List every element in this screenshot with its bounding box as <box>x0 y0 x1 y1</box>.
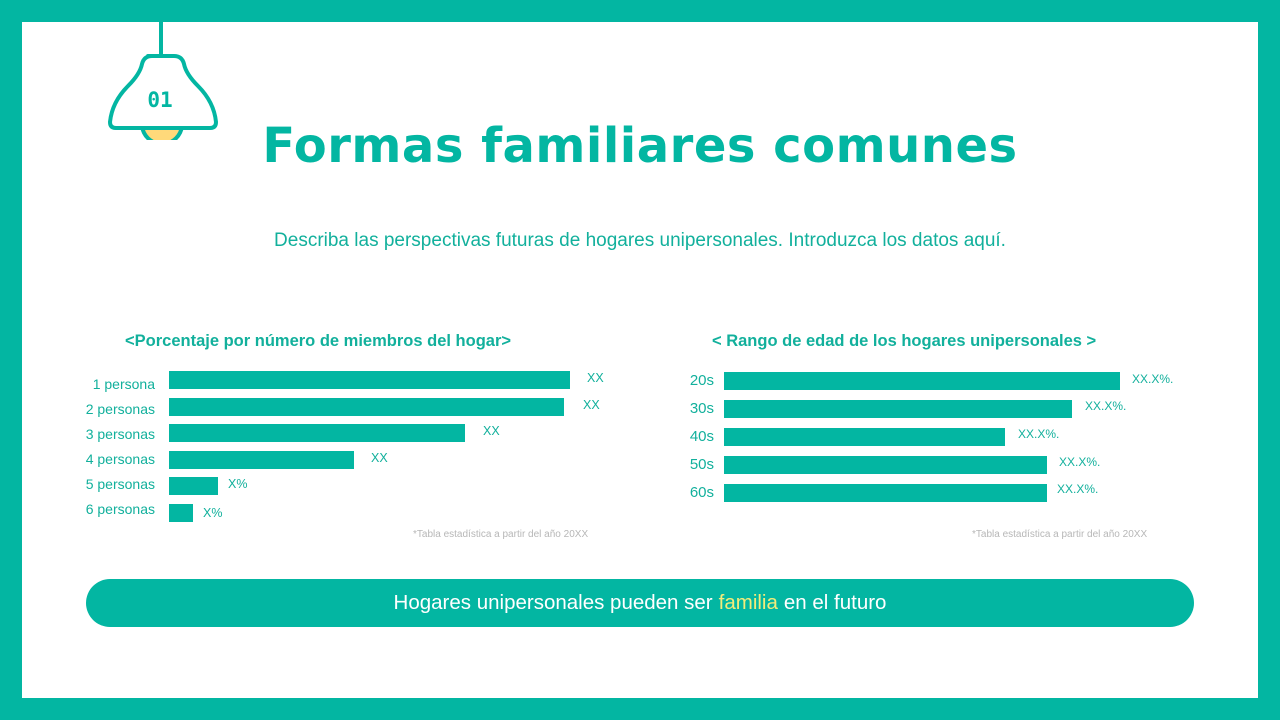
bar-value: XX <box>483 424 500 438</box>
bar <box>724 400 1072 418</box>
banner-highlight: familia <box>718 591 778 614</box>
page-title: Formas familiares comunes <box>262 118 1018 174</box>
bar <box>169 504 193 522</box>
bar-value: XX.X%. <box>1132 372 1174 386</box>
bar-label: 60s <box>689 484 714 501</box>
bar-label: 30s <box>689 400 714 417</box>
bar-label: 1 persona <box>92 376 155 392</box>
lamp-icon <box>108 0 218 140</box>
bar-value: XX.X%. <box>1059 455 1101 469</box>
bar <box>724 372 1120 390</box>
banner-text-before: Hogares unipersonales pueden ser <box>393 591 713 614</box>
bar <box>724 428 1005 446</box>
chart-footnote: *Tabla estadística a partir del año 20XX <box>413 529 589 540</box>
bar-value: X% <box>203 506 223 520</box>
bar-label: 3 personas <box>85 426 155 442</box>
bar <box>169 398 564 416</box>
banner-text-after: en el futuro <box>783 591 887 614</box>
chart-title: <Porcentaje por número de miembros del h… <box>125 332 512 350</box>
page-subtitle: Describa las perspectivas futuras de hog… <box>274 230 1006 251</box>
bar-value: X% <box>228 477 248 491</box>
bar-label: 2 personas <box>85 401 155 417</box>
bar-value: XX.X%. <box>1085 399 1127 413</box>
slide-number: 01 <box>147 88 173 112</box>
bar-value: XX.X%. <box>1018 427 1060 441</box>
bar-label: 40s <box>689 428 714 445</box>
conclusion-banner: Hogares unipersonales pueden ser familia… <box>86 579 1194 627</box>
bar-label: 6 personas <box>85 501 155 517</box>
bar-value: XX <box>371 451 388 465</box>
bar <box>724 484 1047 502</box>
bar-label: 5 personas <box>85 476 155 492</box>
bar-label: 4 personas <box>85 451 155 467</box>
bar-value: XX.X%. <box>1057 482 1099 496</box>
chart-footnote: *Tabla estadística a partir del año 20XX <box>972 529 1148 540</box>
bar-label: 50s <box>689 456 714 473</box>
bar-value: XX <box>583 398 600 412</box>
bar-label: 20s <box>689 372 714 389</box>
slide: 01 Formas familiares comunes Describa la… <box>22 0 1258 698</box>
bar <box>169 371 570 389</box>
bar <box>169 424 465 442</box>
bar <box>169 477 218 495</box>
chart-title: < Rango de edad de los hogares uniperson… <box>712 332 1097 350</box>
bar-value: XX <box>587 371 604 385</box>
bar <box>724 456 1047 474</box>
bar <box>169 451 354 469</box>
